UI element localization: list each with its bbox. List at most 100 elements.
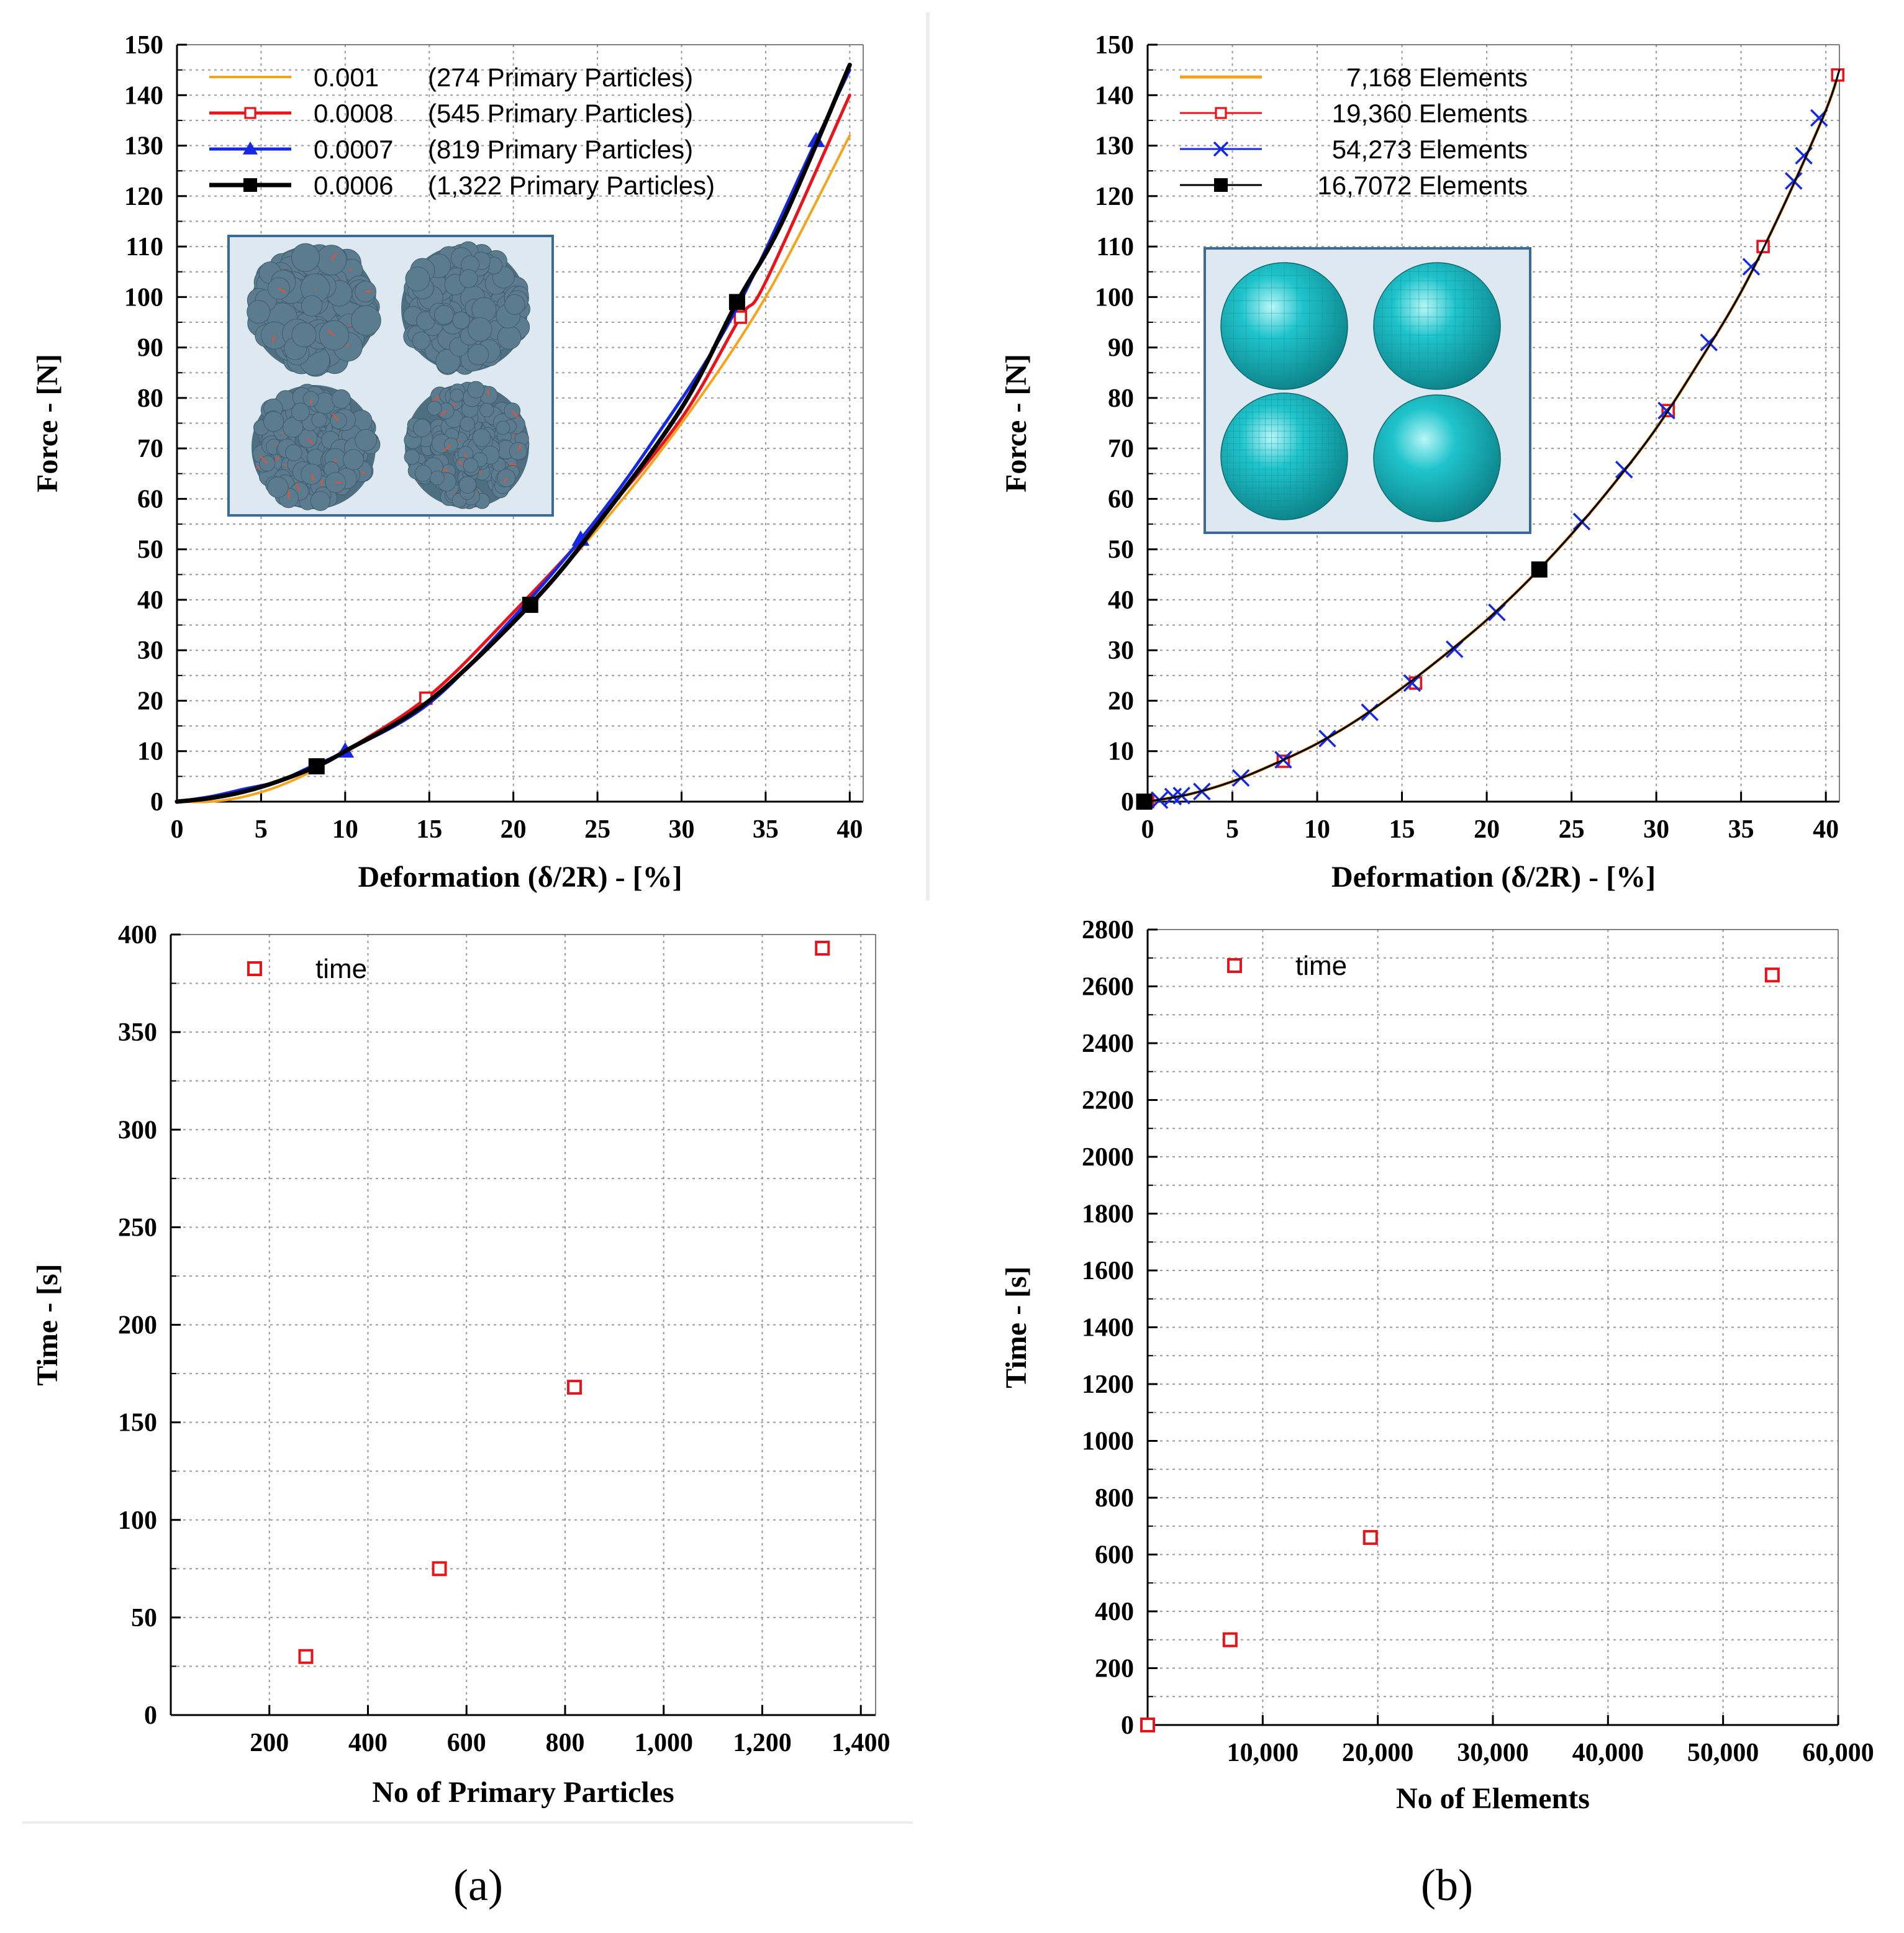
legend-label: (1,322 Primary Particles) <box>428 171 715 200</box>
y-tick-label: 2200 <box>1082 1087 1134 1115</box>
primary-particle <box>291 243 320 272</box>
particle-bond <box>330 252 337 261</box>
x-tick-label: 30,000 <box>1457 1739 1529 1767</box>
y-axis-title: Force - [N] <box>1000 354 1033 492</box>
legend-marker <box>1215 107 1227 119</box>
particle-bond <box>487 389 489 396</box>
x-tick-label: 30 <box>669 815 695 844</box>
particle-bond <box>504 478 507 483</box>
primary-particle <box>351 305 381 336</box>
y-tick-label: 0 <box>150 788 163 817</box>
primary-particle <box>458 476 477 494</box>
primary-particle <box>414 464 432 482</box>
x-tick-label: 25 <box>584 815 610 844</box>
y-tick-label: 110 <box>125 233 163 261</box>
data-point <box>1785 172 1803 190</box>
particle-bond <box>260 455 268 464</box>
legend-label: (545 Primary Particles) <box>428 99 693 128</box>
particle-bond <box>443 468 449 472</box>
y-tick-label: 70 <box>1108 435 1134 463</box>
particle-bond <box>517 445 522 451</box>
particle-bond <box>361 470 366 475</box>
y-tick-label: 130 <box>1095 132 1134 161</box>
x-tick-label: 40,000 <box>1572 1739 1644 1767</box>
x-tick-label: 1,200 <box>733 1729 792 1757</box>
particle-aggregate <box>404 381 530 509</box>
grid <box>177 45 863 802</box>
legend: 7,168 Elements 19,360 Elements 54,273 Elem… <box>1180 63 1528 200</box>
primary-particle <box>283 417 304 438</box>
series-16-7072-elements <box>1136 69 1841 810</box>
x-tick-label: 1,400 <box>832 1729 891 1757</box>
x-tick-label: 0 <box>171 815 184 844</box>
y-tick-label: 200 <box>1095 1655 1134 1683</box>
legend-marker <box>244 107 256 119</box>
y-tick-label: 0 <box>1121 1711 1134 1740</box>
y-tick-label: 150 <box>124 31 163 60</box>
y-tick-label: 90 <box>1108 334 1134 363</box>
x-tick-label: 35 <box>1728 815 1754 844</box>
axes: 0 5 10 15 20 25 30 35 40 0 10 20 30 40 50 60 70 80 90 100 11… <box>124 31 864 844</box>
particle-bond <box>314 287 317 290</box>
y-tick-label: 140 <box>124 81 163 110</box>
y-tick-label: 50 <box>1108 536 1134 564</box>
particle-bond <box>440 410 447 417</box>
data-point <box>298 1649 314 1664</box>
particle-bond <box>271 335 276 343</box>
particle-bond <box>311 474 315 481</box>
primary-particle <box>301 295 323 317</box>
y-tick-label: 200 <box>118 1311 157 1340</box>
primary-particle <box>285 444 302 461</box>
particle-bond <box>509 463 517 466</box>
y-tick-label: 300 <box>118 1116 157 1144</box>
legend-marker <box>1227 958 1242 973</box>
data-point <box>432 1561 447 1577</box>
primary-particle <box>267 476 289 498</box>
y-tick-label: 600 <box>1095 1541 1134 1570</box>
primary-particle <box>310 491 330 511</box>
primary-particle <box>263 411 284 432</box>
data-point <box>1222 1632 1238 1647</box>
y-tick-label: 130 <box>124 132 163 161</box>
primary-particle <box>427 401 442 416</box>
y-tick-label: 10 <box>137 738 163 766</box>
particle-bond <box>346 343 349 347</box>
y-tick-label: 80 <box>137 384 163 413</box>
y-tick-label: 60 <box>1108 485 1134 514</box>
axes: 0 5 10 15 20 25 30 35 40 0 10 20 30 40 50 60 70 80 90 100 11… <box>1095 31 1840 844</box>
legend-marker <box>247 961 262 976</box>
series-time <box>298 940 830 1664</box>
particle-bond <box>296 484 301 492</box>
x-tick-label: 20 <box>501 815 527 844</box>
primary-particle <box>429 470 445 486</box>
x-tick-label: 40 <box>836 815 863 844</box>
legend-label: (819 Primary Particles) <box>428 135 693 164</box>
y-tick-label: 30 <box>137 636 163 665</box>
x-tick-label: 15 <box>1389 815 1415 844</box>
panel-label-a: (a) <box>453 1860 503 1910</box>
y-tick-label: 100 <box>1095 283 1134 312</box>
y-tick-label: 10 <box>1108 738 1134 766</box>
grid <box>1148 930 1838 1725</box>
primary-particle <box>497 325 522 350</box>
y-tick-label: 0 <box>144 1701 157 1730</box>
time-vs-elements-chart: 10,000 20,000 30,000 40,000 50,000 60,000 0 200… <box>1000 916 1874 1815</box>
series-time <box>1140 967 1780 1732</box>
y-tick-label: 150 <box>118 1409 157 1437</box>
particle-aggregate <box>247 243 381 377</box>
x-axis-title: Deformation (δ/2R) - [%] <box>1331 861 1656 894</box>
y-tick-label: 0 <box>1121 788 1134 817</box>
legend-value: 16,7072 Elements <box>1317 171 1528 200</box>
primary-particle <box>404 449 420 465</box>
y-tick-label: 800 <box>1095 1484 1134 1513</box>
data-point <box>1140 1718 1155 1732</box>
legend-marker <box>1213 141 1229 157</box>
y-tick-label: 140 <box>1095 81 1134 110</box>
legend-value: 54,273 Elements <box>1332 135 1528 164</box>
x-tick-label: 400 <box>348 1729 388 1757</box>
x-tick-label: 5 <box>255 815 268 844</box>
x-tick-label: 1,000 <box>634 1729 693 1757</box>
primary-particle <box>311 412 327 428</box>
particle-bond <box>431 395 441 402</box>
